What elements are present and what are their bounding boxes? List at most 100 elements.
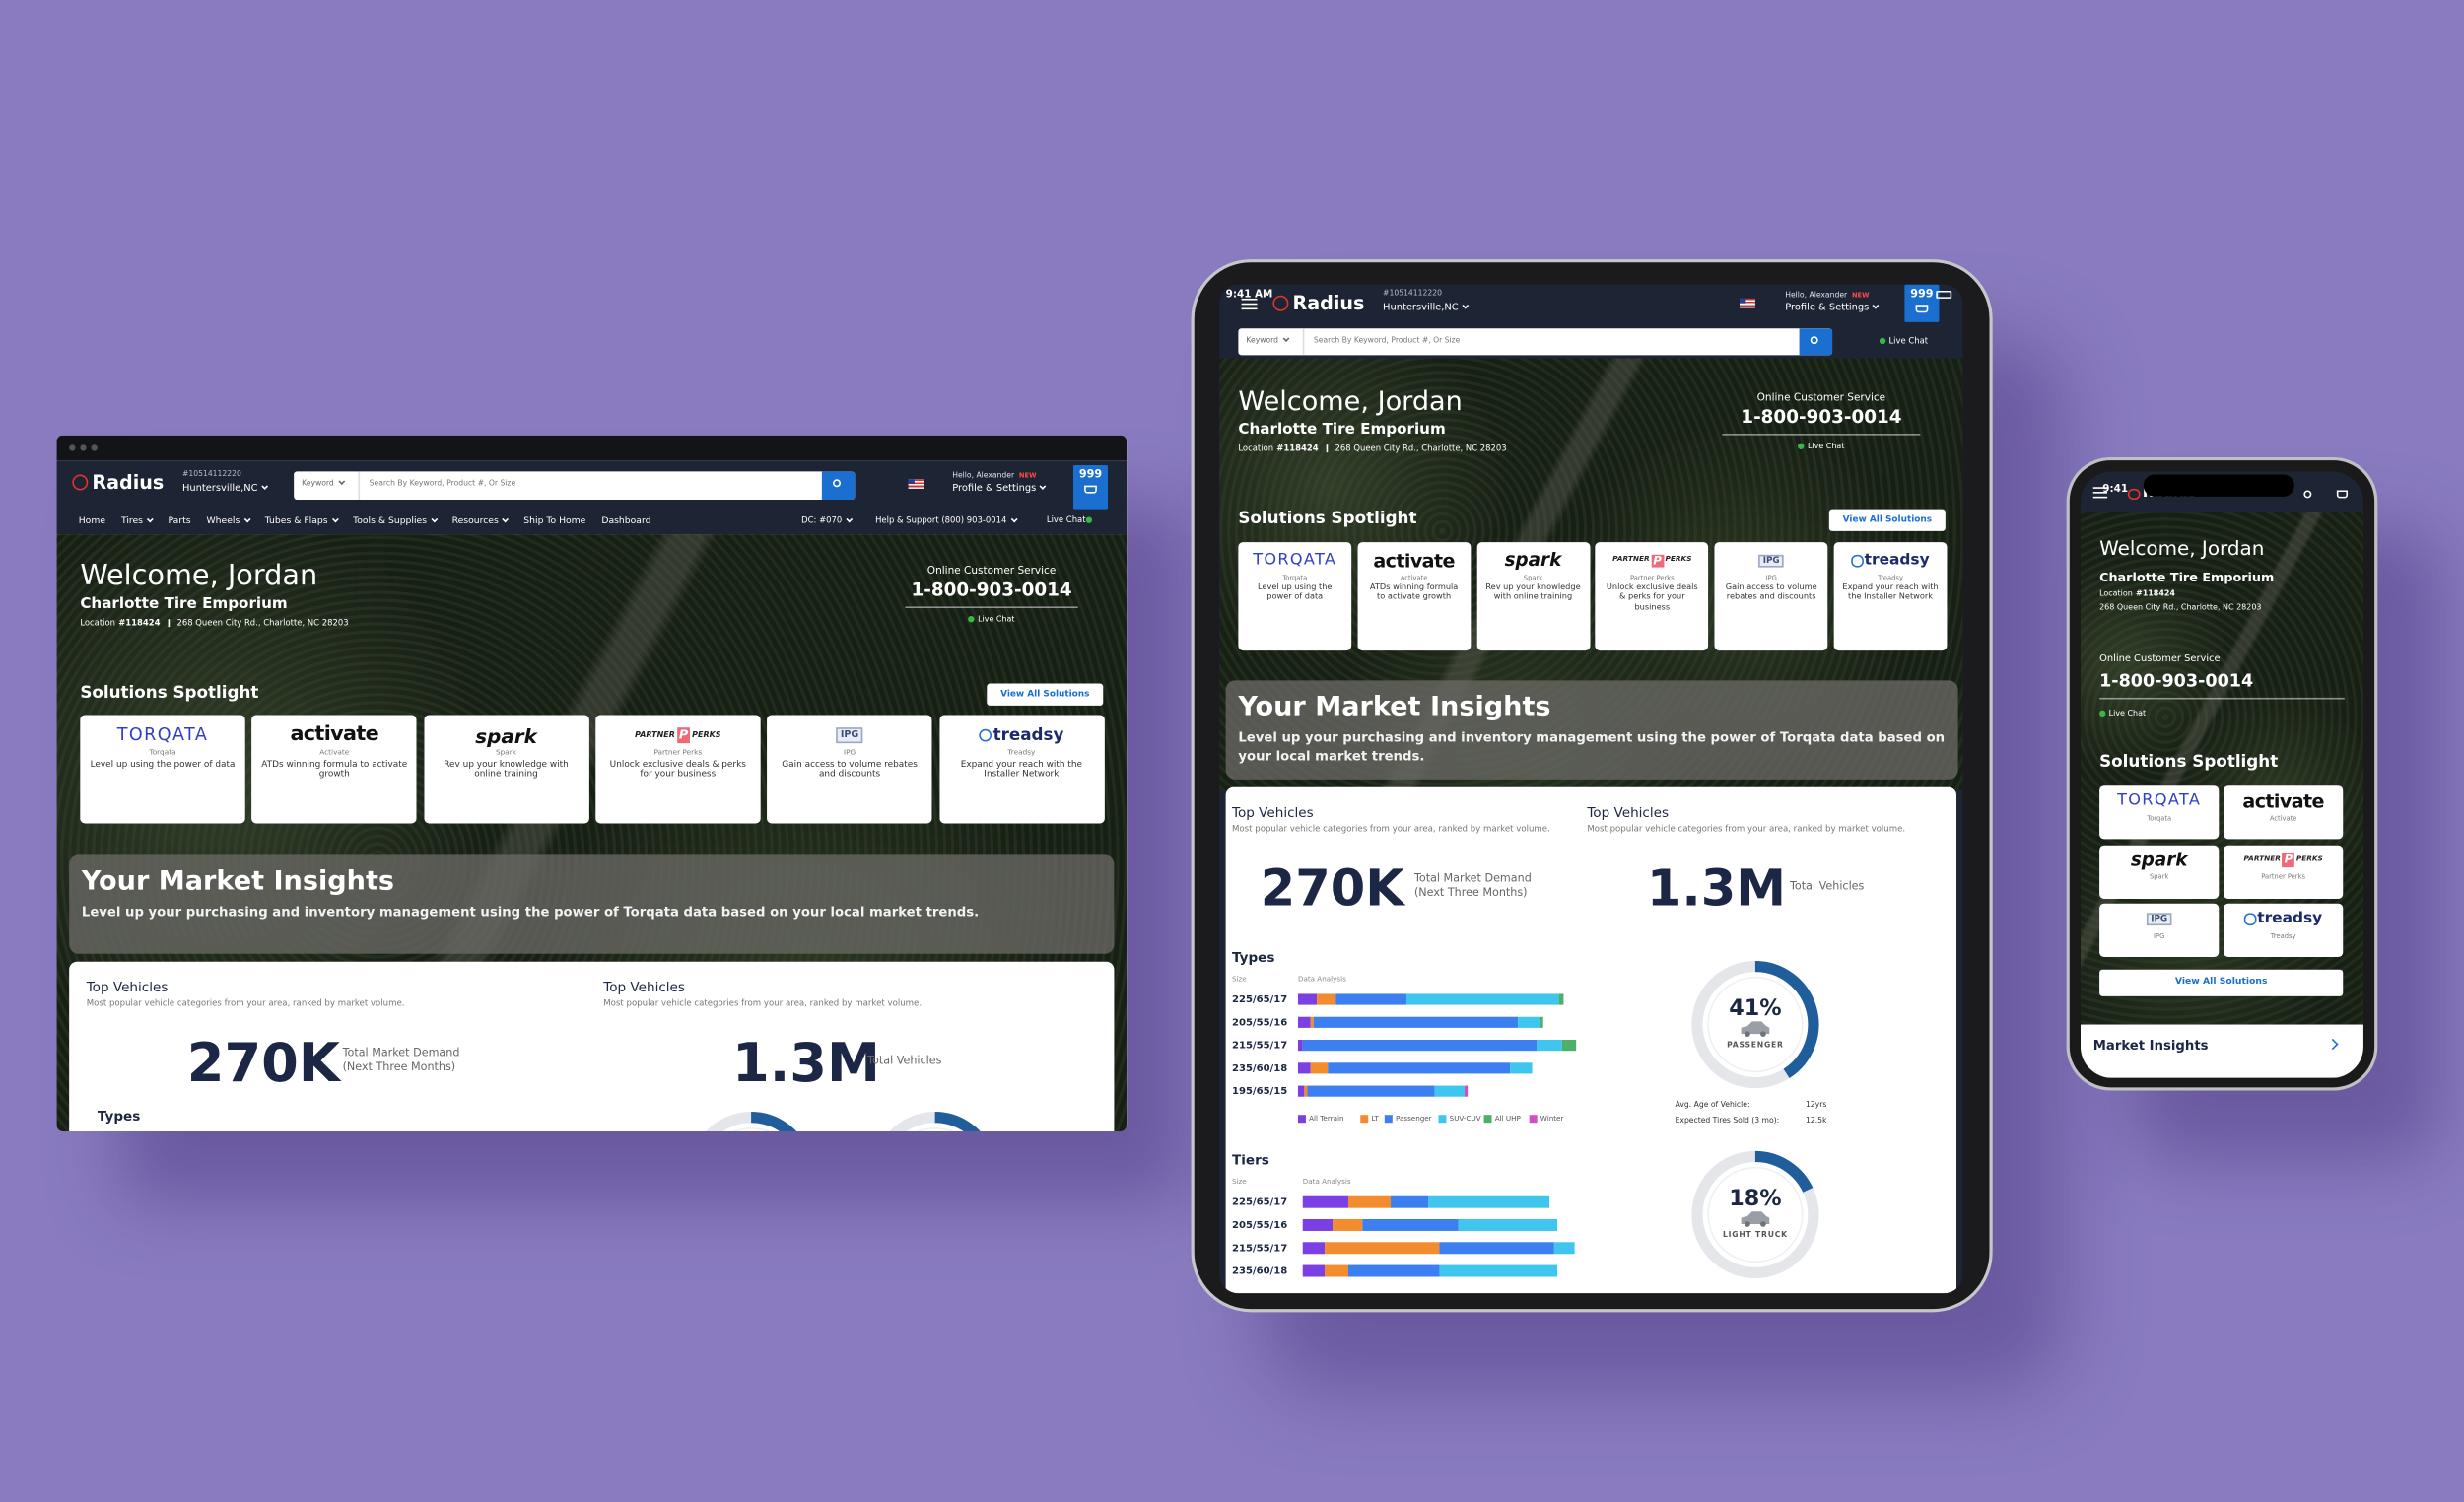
service-chat[interactable]: Live Chat [1722,443,1920,451]
card-description: Most popular vehicle categories from you… [1587,825,1906,835]
nav-help: Help & Support (800) 903-0014 [875,515,1017,527]
row-label: 225/65/17 [1232,1197,1287,1208]
menu-line [1241,298,1258,301]
view-all-button[interactable]: View All Solutions [2099,969,2344,996]
solution-logo: TORQATA [117,724,209,746]
solution-tile[interactable]: TORQATA Torqata Level up using the power o… [80,715,245,824]
bar-segment [1304,1085,1308,1097]
search-button[interactable] [821,471,856,501]
chevron [1281,335,1289,343]
chevron-right [2327,1038,2339,1051]
solution-tile[interactable]: IPG IPG Gain access to volume rebates and … [1714,542,1828,651]
solution-tile[interactable]: activate Activate [2224,785,2344,840]
spotlight-title: Solutions Spotlight [1238,509,1417,528]
service-chat[interactable]: Live Chat [905,615,1077,625]
solution-logo: IPG [836,724,864,746]
nav-item[interactable]: Resources [452,515,510,526]
service-chat: Live Chat [2099,710,2146,719]
nav-item[interactable]: Ship To Home [523,516,586,527]
customer-service: Online Customer Service 1-800-903-0014 Liv… [905,566,1078,625]
logo-text: P [1651,553,1665,569]
stat-value: 12.5k [1806,1116,1827,1125]
solution-logo: activate [1373,550,1455,572]
bar-segment [1537,1040,1562,1052]
legend-swatch [1483,1115,1492,1124]
insights-panel: Your Market Insights Level up your purcha… [69,854,1115,954]
cart-button[interactable]: 999 [1072,464,1109,510]
service-phone: 1-800-903-0014 [2099,670,2254,692]
cart-button[interactable]: 999 [1904,284,1940,322]
account-menu[interactable]: Profile & Settings [1785,302,1880,313]
vehicle-wheel [1760,1221,1766,1227]
solution-tile[interactable]: PARTNER P PERKS Partner Perks [2224,844,2344,899]
solution-name: Spark [2150,872,2169,881]
chevron [502,515,510,523]
new-badge: NEW [1018,471,1037,480]
stat-label: Expected Tires Sold (3 mo): [1676,1116,1780,1125]
solution-tile[interactable]: activate Activate ATDs winning formula to … [1357,542,1472,651]
solution-tile[interactable]: TORQATA Torqata [2099,785,2220,840]
bar-segment [1405,993,1559,1005]
logo-text: treadsy [2257,910,2323,928]
solution-tile[interactable]: spark Spark [2099,844,2220,899]
account-location: Huntersville,NC [182,483,269,494]
solution-tile[interactable]: activate Activate ATDs winning formula to … [251,715,417,824]
search-input[interactable]: Search By Keyword, Product #, Or Size [369,480,516,489]
logo-text: TORQATA [2117,791,2202,810]
flag-icon [908,479,924,489]
store-name: Charlotte Tire Emporium [80,595,288,613]
legend-swatch [1297,1115,1306,1124]
donut-arc [1754,1150,1814,1193]
legend-swatch [1360,1115,1369,1124]
tablet-screen: 9:41 AM Radius #10514112220 Huntersville,NC… [1219,284,1963,1294]
solution-tile[interactable]: treadsy Treadsy [2224,903,2344,957]
solution-tile[interactable]: spark Spark Rev up your knowledge with onl… [423,715,589,824]
chevron [1462,302,1470,309]
solution-tile[interactable]: treadsy Treadsy Expand your reach with the… [938,715,1105,824]
bar-segment [1325,1242,1440,1255]
bar-segment [1297,993,1318,1005]
nav-item[interactable]: Wheels [207,515,250,526]
logo-text: spark [2130,848,2188,870]
service-label: Online Customer Service [2099,653,2221,665]
market-insights-row[interactable]: Market Insights [2080,1024,2363,1078]
solution-tile[interactable]: IPG IPG Gain access to volume rebates and … [767,715,932,824]
solution-tile[interactable]: PARTNER P PERKS Partner Perks Unlock exclusi… [595,715,761,824]
search-input[interactable]: Search By Keyword, Product #, Or Size [1313,337,1461,346]
donut-inner-ring [916,1126,954,1131]
store-address: 268 Queen City Rd., Charlotte, NC 28203 [2099,603,2262,613]
solution-tile[interactable]: PARTNER P PERKS Partner Perks Unlock exclusi… [1595,542,1709,651]
check-icon [968,615,975,622]
nav-item[interactable]: Parts [168,516,191,527]
account-number: #10514112220 [181,471,241,480]
chevron [1873,302,1880,309]
nav-chat: Live Chat [1879,338,1928,347]
brand-name: Radius [92,471,165,494]
donut-label: 41% [1729,995,1781,1021]
solution-tile[interactable]: TORQATA Torqata Level up using the power o… [1238,542,1352,651]
brand-icon [1272,295,1289,311]
chart-layer: Size Data Analysis 225/65/17 205/55/16 215/5… [1232,960,1827,1279]
nav-item[interactable]: Dashboard [601,516,651,527]
metric-note: (Next Three Months) [342,1060,456,1073]
donut-inner-ring [1707,1166,1804,1263]
insights-title: Your Market Insights [81,865,395,898]
chart-title: Types [97,1109,141,1126]
nav-item[interactable]: Tubes & Flaps [265,515,339,526]
nav-item[interactable]: Home [78,516,106,527]
solution-tile[interactable]: spark Spark Rev up your knowledge with onl… [1476,542,1590,651]
solution-tile[interactable]: IPG IPG [2099,903,2220,957]
solution-description: ATDs winning formula to activate growth [261,759,408,781]
nav-chat: Live Chat [1047,516,1095,526]
view-all-button[interactable]: View All Solutions [987,683,1104,706]
nav-item[interactable]: Tools & Supplies [353,515,438,526]
chevron [846,515,853,523]
account-menu[interactable]: Profile & Settings [952,483,1047,494]
view-all-button[interactable]: View All Solutions [1828,509,1946,531]
solution-tile[interactable]: treadsy Treadsy Expand your reach with the… [1833,542,1948,651]
flag-icon [1739,298,1755,308]
window-dot [91,444,98,451]
search-button[interactable] [1799,328,1833,356]
nav-item[interactable]: Tires [121,515,154,526]
